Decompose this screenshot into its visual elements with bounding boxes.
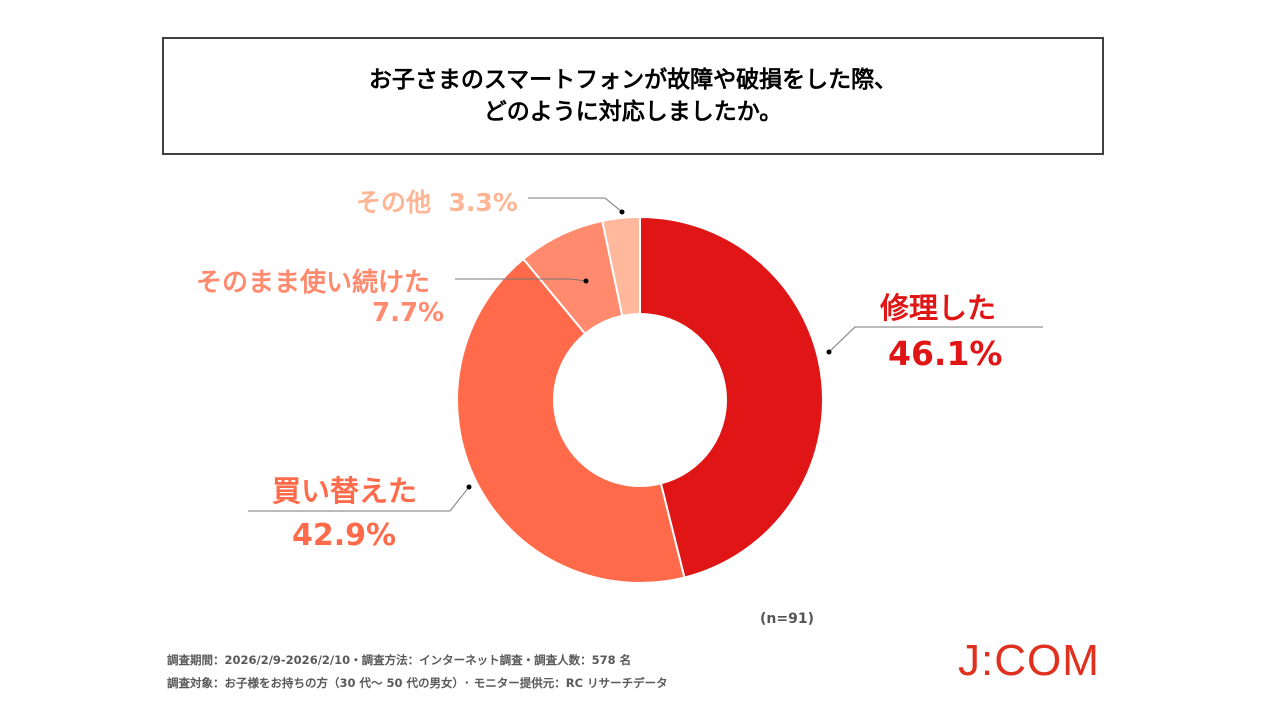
label-repair: 修理した <box>880 291 997 325</box>
slice-repair <box>639 215 824 579</box>
value-replace: 42.9% <box>292 518 397 553</box>
leader-line-keep <box>455 278 587 282</box>
value-keep: 7.7% <box>372 298 445 328</box>
value-other: 3.3% <box>448 188 518 217</box>
label-keep: そのまま使い続けた <box>196 268 431 298</box>
leader-line-repair <box>828 326 1043 353</box>
slice-replace <box>456 257 686 584</box>
label-replace: 買い替えた <box>272 474 418 508</box>
sample-size: (n=91) <box>760 611 814 627</box>
label-other: その他 3.3% <box>356 183 518 219</box>
footer-survey-info: 調査期間：2026/2/9-2026/2/10・調査方法：インターネット調査・調… <box>167 653 632 667</box>
leader-dot <box>583 278 589 284</box>
slice-other <box>601 215 641 318</box>
value-repair: 46.1% <box>888 334 1003 373</box>
jcom-logo: J:COM <box>958 636 1100 685</box>
title-line-2: どのように対応しましたか。 <box>483 99 783 125</box>
label-other-text: その他 <box>356 188 432 217</box>
leader-dot <box>619 209 625 215</box>
leader-dot <box>466 484 472 490</box>
footer-survey-target: 調査対象：お子様をお持ちの方（30 代～ 50 代の男女）･ モニター提供元：R… <box>167 676 668 690</box>
leader-dot <box>826 349 832 355</box>
chart-title: お子さまのスマートフォンが故障や破損をした際、 どのように対応しましたか。 <box>162 37 1104 155</box>
leader-line-replace <box>248 486 470 512</box>
title-line-1: お子さまのスマートフォンが故障や破損をした際、 <box>368 67 898 93</box>
leader-line-other <box>528 197 623 213</box>
